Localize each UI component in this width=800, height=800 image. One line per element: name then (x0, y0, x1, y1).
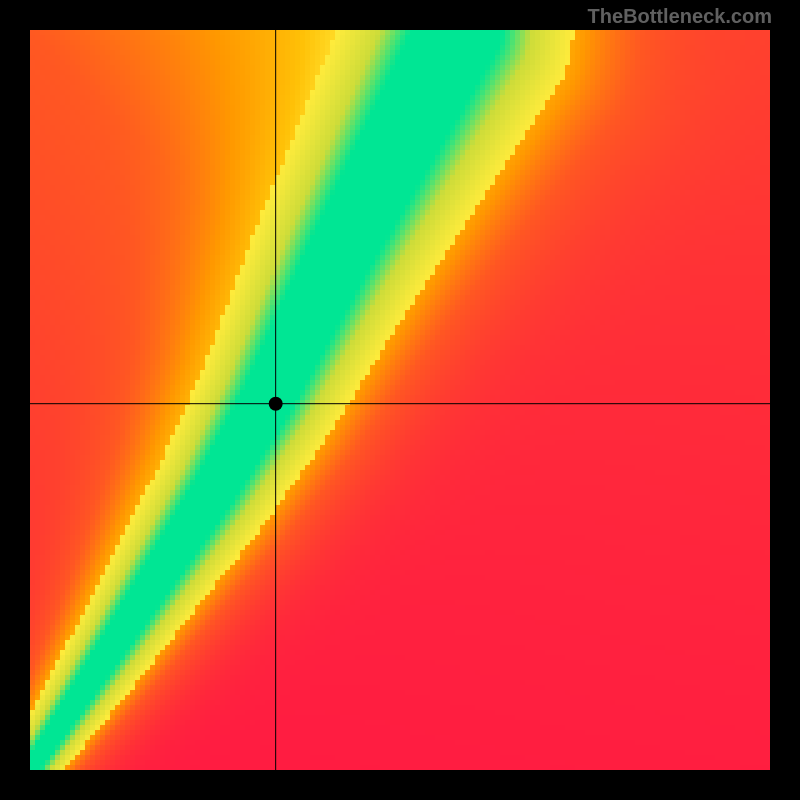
heatmap-plot (30, 30, 770, 770)
watermark-text: TheBottleneck.com (588, 6, 772, 29)
heatmap-canvas (30, 30, 770, 770)
